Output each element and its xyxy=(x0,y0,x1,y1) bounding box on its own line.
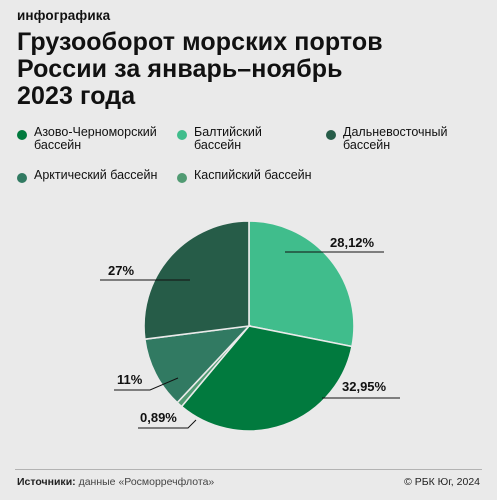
legend-swatch xyxy=(326,130,336,140)
data-label-3: 11% xyxy=(117,372,143,387)
pie-slice-0 xyxy=(180,325,353,432)
legend: Азово-Черноморский бассейн Балтийский ба… xyxy=(0,0,497,200)
legend-swatch xyxy=(17,130,27,140)
source-text: данные «Росморречфлота» xyxy=(75,476,215,488)
legend-swatch xyxy=(177,173,187,183)
legend-swatch xyxy=(17,173,27,183)
kicker: инфографика xyxy=(17,8,111,23)
legend-item-far-east: Дальневосточный бассейн xyxy=(326,126,447,152)
data-label-2: 27% xyxy=(108,263,134,278)
data-label-1: 28,12% xyxy=(330,235,375,250)
data-label-0: 32,95% xyxy=(342,379,387,394)
legend-item-arctic: Арктический бассейн xyxy=(17,169,157,183)
title-line: 2023 года xyxy=(17,82,136,110)
source-note: Источники: данные «Росморречфлота» xyxy=(17,476,214,488)
footer-divider xyxy=(15,469,482,470)
legend-label: Балтийский бассейн xyxy=(194,125,262,152)
title-line: России за январь–ноябрь xyxy=(17,55,343,83)
data-label-4: 0,89% xyxy=(140,410,177,425)
legend-swatch xyxy=(177,130,187,140)
legend-label: Каспийский бассейн xyxy=(194,168,312,182)
source-label: Источники: xyxy=(17,476,76,488)
pie-slice-1 xyxy=(248,220,355,348)
page-title: Грузооборот морских портов России за янв… xyxy=(17,29,487,110)
legend-item-caspian: Каспийский бассейн xyxy=(177,169,312,183)
copyright: © РБК Юг, 2024 xyxy=(404,476,480,488)
pie-slice-2 xyxy=(143,220,250,341)
legend-label: Дальневосточный бассейн xyxy=(343,125,448,152)
title-line: Грузооборот морских портов xyxy=(17,28,383,56)
legend-item-baltic: Балтийский бассейн xyxy=(177,126,262,152)
pie-slice-3 xyxy=(143,324,252,404)
legend-label: Азово-Черноморский бассейн xyxy=(34,125,157,152)
legend-label: Арктический бассейн xyxy=(34,168,158,182)
pie-chart: 32,95% 28,12% 27% 11% 0,89% xyxy=(100,220,400,432)
leader-line-3 xyxy=(114,377,179,391)
leader-line-4 xyxy=(138,419,197,429)
legend-item-azov-black-sea: Азово-Черноморский бассейн xyxy=(17,126,157,152)
